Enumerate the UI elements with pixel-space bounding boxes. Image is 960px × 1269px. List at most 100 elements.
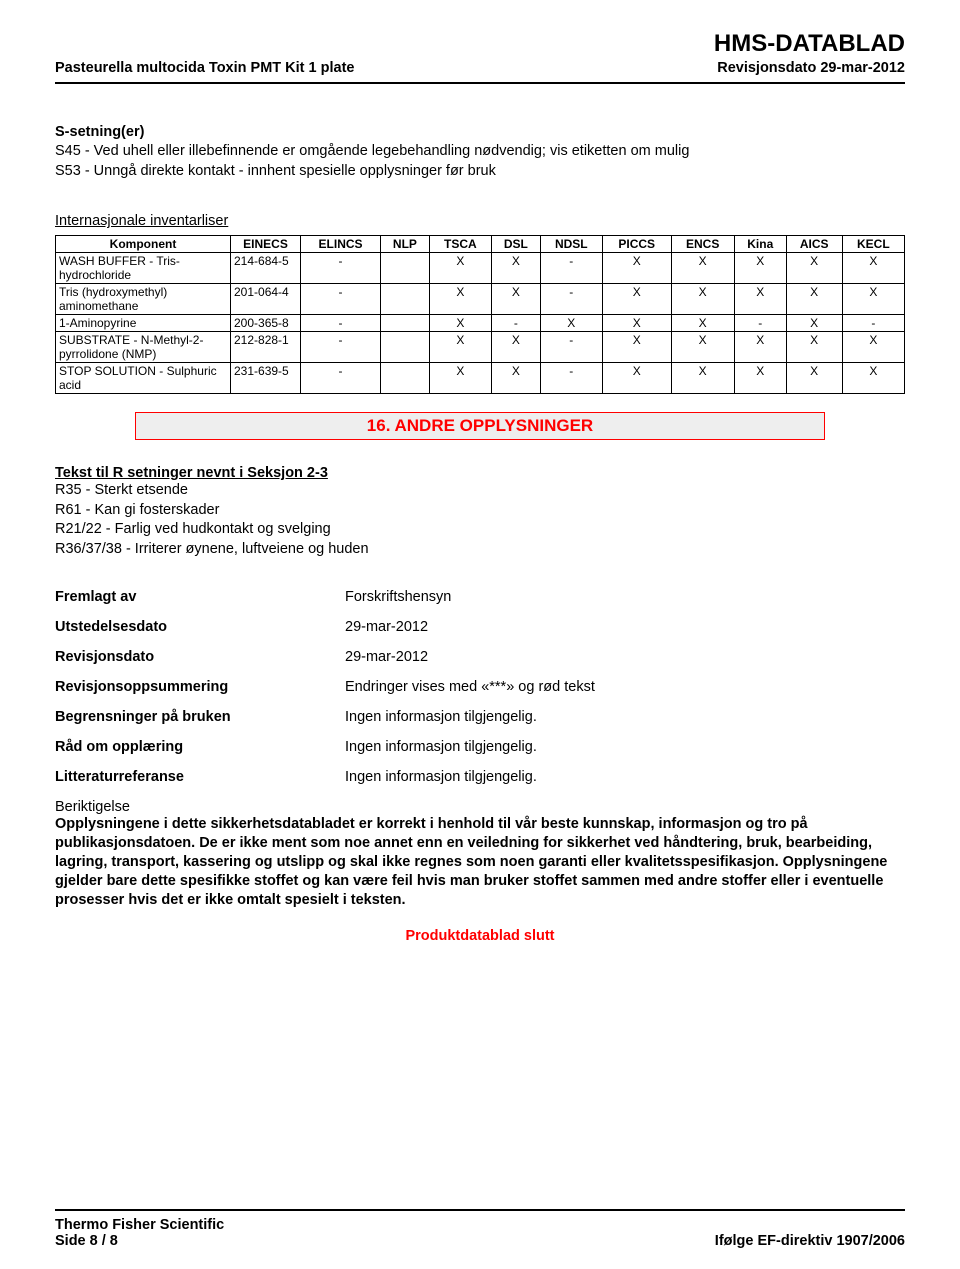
table-header-row: KomponentEINECSELINCSNLPTSCADSLNDSLPICCS… — [56, 236, 905, 253]
table-cell: - — [301, 253, 381, 284]
footer-directive: Ifølge EF-direktiv 1907/2006 — [715, 1233, 905, 1249]
table-cell: X — [492, 332, 541, 363]
table-cell — [381, 363, 430, 394]
table-cell: - — [734, 315, 786, 332]
inventory-title: Internasjonale inventarliser — [55, 213, 905, 229]
table-header-cell: DSL — [492, 236, 541, 253]
table-row: Tris (hydroxymethyl) aminomethane201-064… — [56, 284, 905, 315]
info-label: Revisjonsdato — [55, 649, 345, 665]
table-cell — [381, 253, 430, 284]
table-cell: X — [671, 332, 734, 363]
table-row: STOP SOLUTION - Sulphuric acid231-639-5 -… — [56, 363, 905, 394]
table-header-cell: EINECS — [231, 236, 301, 253]
table-cell: SUBSTRATE - N-Methyl-2-pyrrolidone (NMP) — [56, 332, 231, 363]
footer-company: Thermo Fisher Scientific — [55, 1217, 224, 1233]
info-label: Råd om opplæring — [55, 739, 345, 755]
table-cell: - — [301, 284, 381, 315]
footer: Thermo Fisher Scientific Side 8 / 8 Iføl… — [55, 1209, 905, 1249]
table-header-cell: NDSL — [540, 236, 602, 253]
table-header-cell: KECL — [842, 236, 904, 253]
table-cell: X — [734, 284, 786, 315]
table-cell: X — [842, 363, 904, 394]
r-phrase-line: R35 - Sterkt etsende — [55, 481, 905, 501]
r-phrase-line: R61 - Kan gi fosterskader — [55, 501, 905, 521]
s-phrase-line: S53 - Unngå direkte kontakt - innhent sp… — [55, 162, 905, 182]
info-value: Ingen informasjon tilgjengelig. — [345, 769, 905, 785]
table-cell: X — [492, 363, 541, 394]
r-phrase-line: R21/22 - Farlig ved hudkontakt og svelgi… — [55, 520, 905, 540]
disclaimer-text: Opplysningene i dette sikkerhetsdatablad… — [55, 815, 905, 909]
table-header-cell: ELINCS — [301, 236, 381, 253]
info-row: LitteraturreferanseIngen informasjon til… — [55, 769, 905, 785]
info-value: Ingen informasjon tilgjengelig. — [345, 709, 905, 725]
revision-date: Revisjonsdato 29-mar-2012 — [717, 60, 905, 76]
r-phrases-list: R35 - Sterkt etsendeR61 - Kan gi fosters… — [55, 481, 905, 559]
info-value: 29-mar-2012 — [345, 649, 905, 665]
info-label: Fremlagt av — [55, 589, 345, 605]
info-label: Litteraturreferanse — [55, 769, 345, 785]
table-cell: X — [786, 284, 842, 315]
table-cell: X — [842, 332, 904, 363]
s-phrases-list: S45 - Ved uhell eller illebefinnende er … — [55, 142, 905, 181]
table-cell: X — [492, 284, 541, 315]
header-rule — [55, 82, 905, 84]
table-cell: WASH BUFFER - Tris-hydrochloride — [56, 253, 231, 284]
table-cell: STOP SOLUTION - Sulphuric acid — [56, 363, 231, 394]
r-phrase-line: R36/37/38 - Irriterer øynene, luftveiene… — [55, 540, 905, 560]
table-cell: X — [786, 253, 842, 284]
s-phrase-line: S45 - Ved uhell eller illebefinnende er … — [55, 142, 905, 162]
table-cell: X — [429, 363, 491, 394]
table-cell: X — [429, 253, 491, 284]
table-cell: X — [429, 315, 491, 332]
table-row: SUBSTRATE - N-Methyl-2-pyrrolidone (NMP)… — [56, 332, 905, 363]
table-cell: - — [540, 332, 602, 363]
table-cell: - — [301, 315, 381, 332]
table-cell: - — [492, 315, 541, 332]
table-cell — [381, 332, 430, 363]
table-cell: 231-639-5 — [231, 363, 301, 394]
table-cell: X — [671, 284, 734, 315]
table-cell: X — [492, 253, 541, 284]
inventory-table: KomponentEINECSELINCSNLPTSCADSLNDSLPICCS… — [55, 235, 905, 394]
table-cell: X — [786, 332, 842, 363]
table-header-cell: PICCS — [602, 236, 671, 253]
table-cell: X — [602, 253, 671, 284]
info-label: Begrensninger på bruken — [55, 709, 345, 725]
table-header-cell: TSCA — [429, 236, 491, 253]
table-header-cell: Komponent — [56, 236, 231, 253]
info-row: Utstedelsesdato29-mar-2012 — [55, 619, 905, 635]
table-cell: 214-684-5 — [231, 253, 301, 284]
footer-rule — [55, 1209, 905, 1211]
table-row: 1-Aminopyrine200-365-8-X-XXX-X- — [56, 315, 905, 332]
info-label: Utstedelsesdato — [55, 619, 345, 635]
table-cell: X — [602, 363, 671, 394]
table-cell: X — [734, 332, 786, 363]
table-cell: - — [540, 253, 602, 284]
section-16-band: 16. ANDRE OPPLYSNINGER — [135, 412, 825, 440]
doc-brand: HMS-DATABLAD — [55, 30, 905, 58]
table-cell: X — [786, 363, 842, 394]
info-value: 29-mar-2012 — [345, 619, 905, 635]
info-row: Revisjonsdato29-mar-2012 — [55, 649, 905, 665]
table-cell: 200-365-8 — [231, 315, 301, 332]
info-value: Forskriftshensyn — [345, 589, 905, 605]
product-end: Produktdatablad slutt — [55, 928, 905, 944]
table-cell: X — [671, 315, 734, 332]
table-cell — [381, 315, 430, 332]
table-cell: Tris (hydroxymethyl) aminomethane — [56, 284, 231, 315]
table-cell: X — [842, 253, 904, 284]
r-phrases-title: Tekst til R setninger nevnt i Seksjon 2-… — [55, 465, 905, 481]
table-cell: X — [734, 253, 786, 284]
info-row: Begrensninger på brukenIngen informasjon… — [55, 709, 905, 725]
table-header-cell: ENCS — [671, 236, 734, 253]
doc-header-row: Pasteurella multocida Toxin PMT Kit 1 pl… — [55, 60, 905, 82]
table-cell: X — [429, 332, 491, 363]
table-cell: X — [540, 315, 602, 332]
info-value: Endringer vises med «***» og rød tekst — [345, 679, 905, 695]
table-cell: - — [540, 363, 602, 394]
info-label: Revisjonsoppsummering — [55, 679, 345, 695]
table-header-cell: AICS — [786, 236, 842, 253]
info-row: Råd om opplæringIngen informasjon tilgje… — [55, 739, 905, 755]
s-phrases-title: S-setning(er) — [55, 124, 905, 140]
table-cell: - — [540, 284, 602, 315]
